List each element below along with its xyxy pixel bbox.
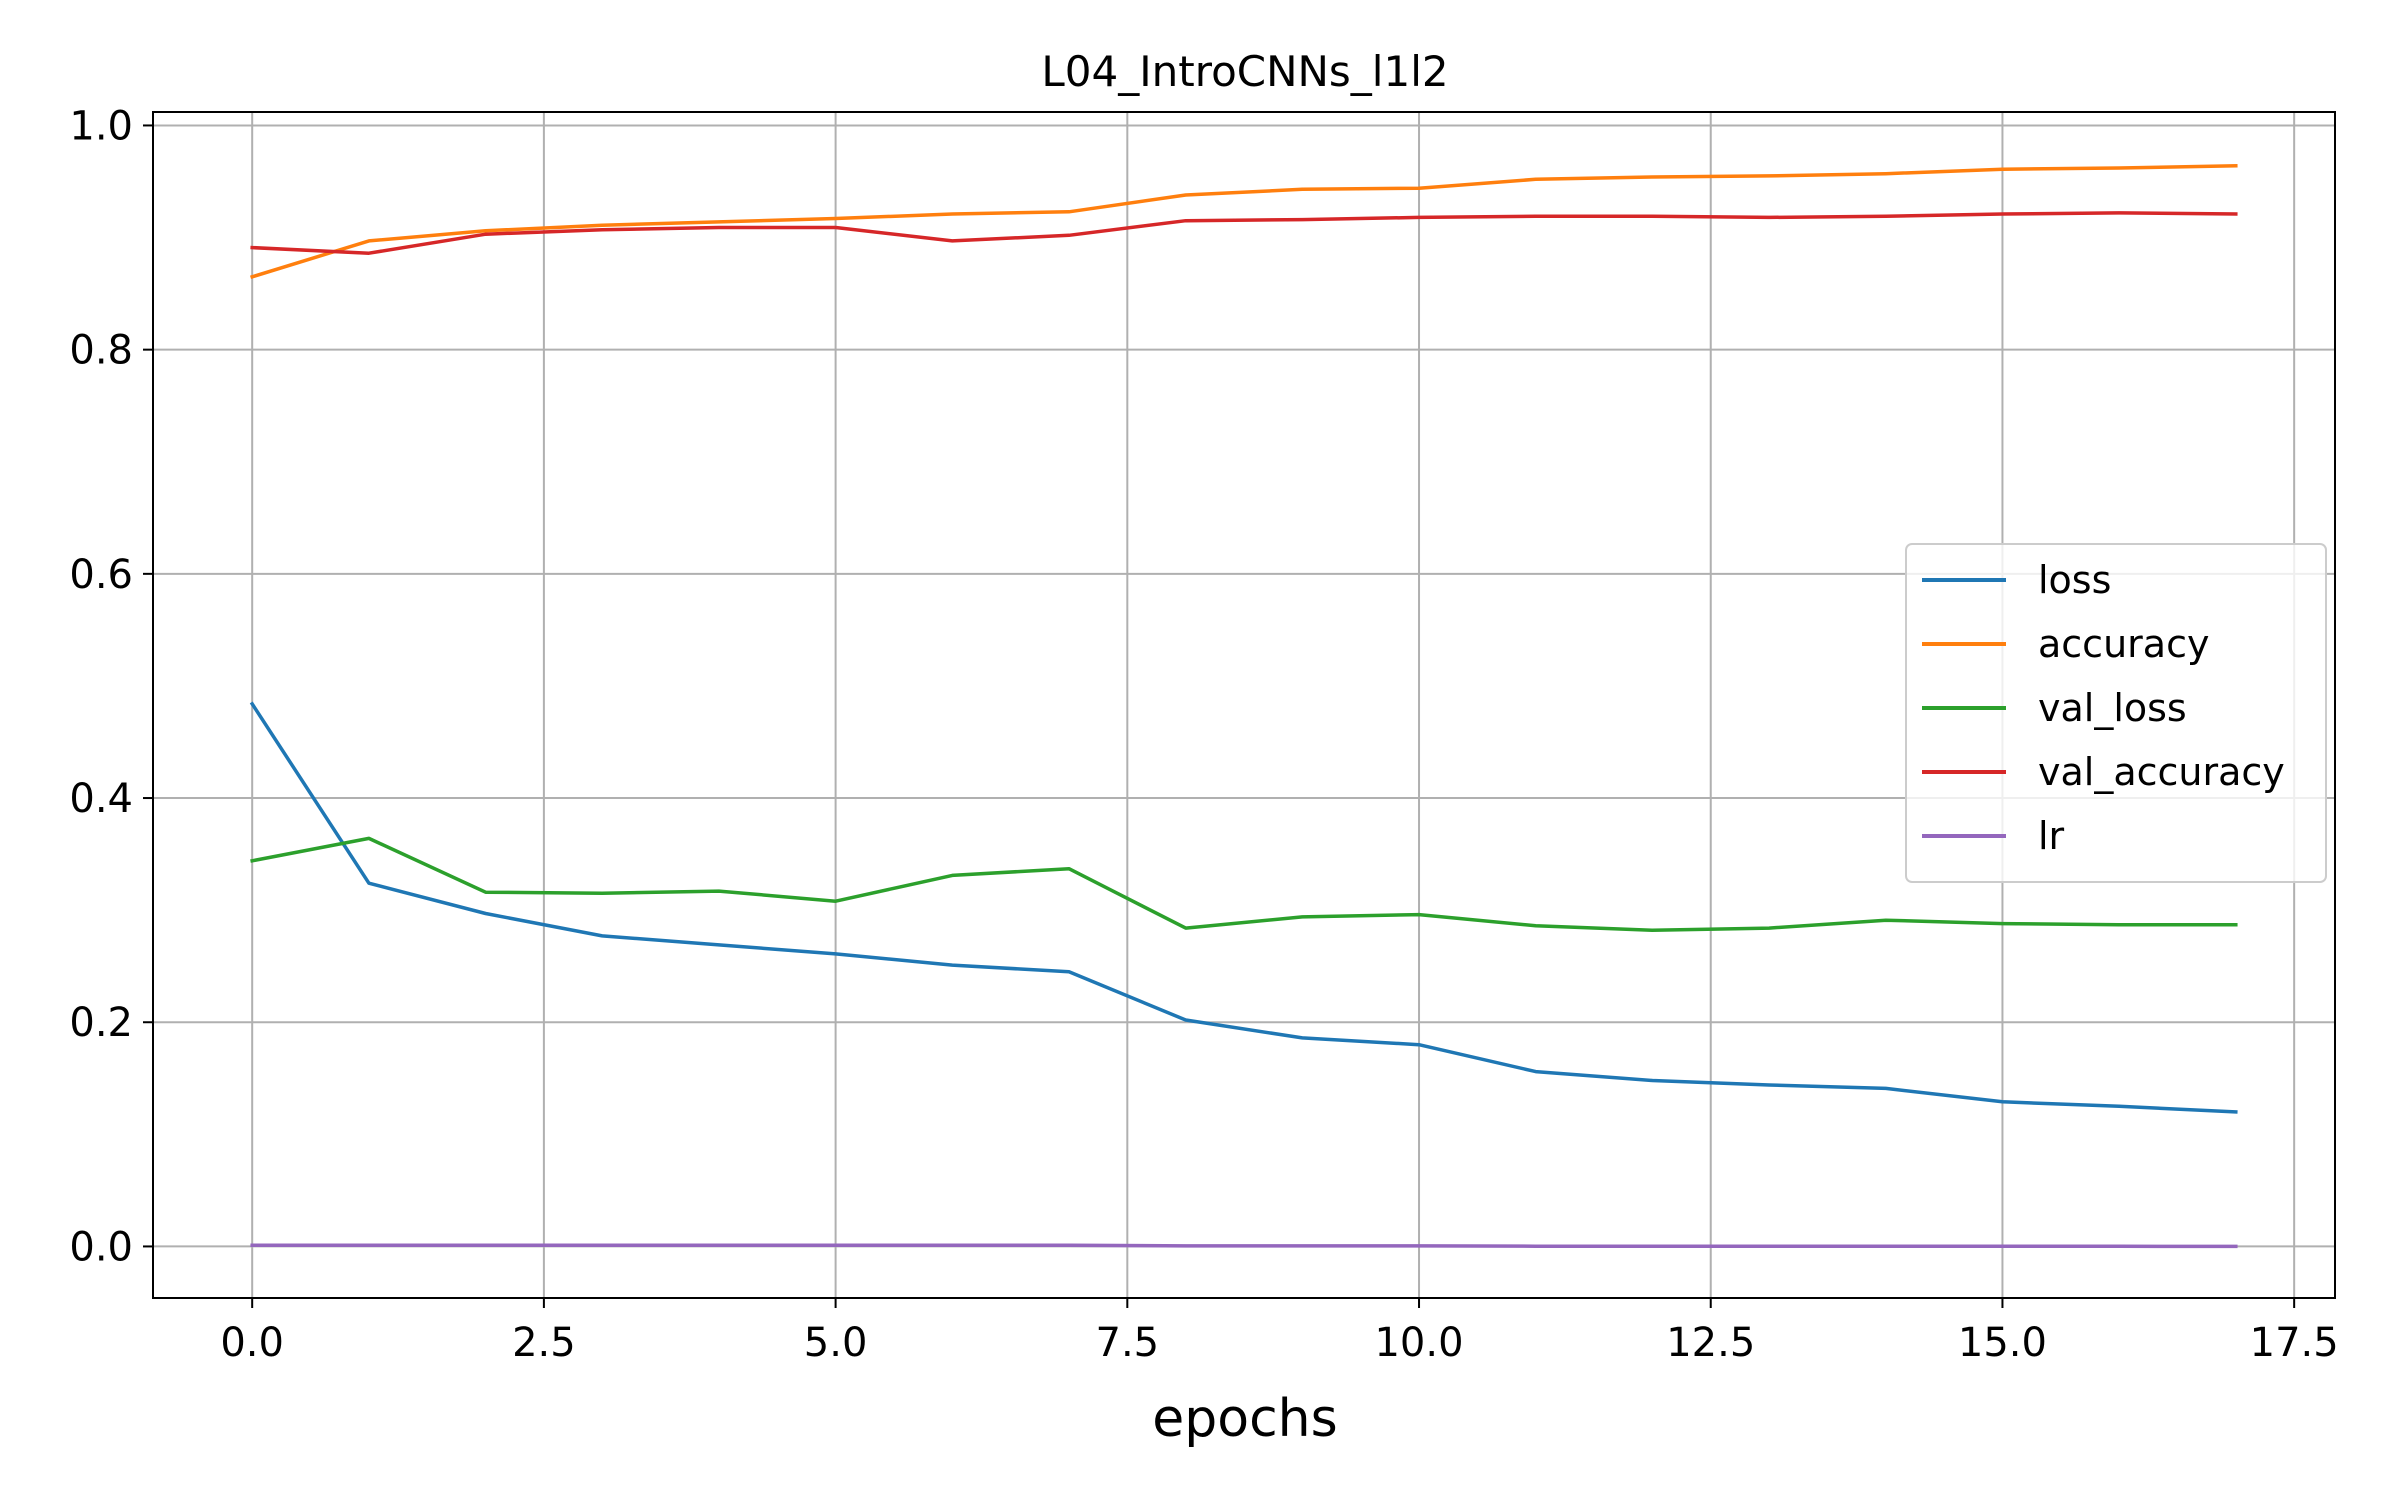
legend-label: loss <box>2038 558 2111 602</box>
y-tick-label: 0.8 <box>69 328 133 374</box>
legend-label: val_accuracy <box>2038 750 2285 794</box>
x-tick-label: 15.0 <box>1958 1320 2047 1366</box>
y-tick-label: 0.6 <box>69 552 133 598</box>
x-tick-label: 17.5 <box>2250 1320 2339 1366</box>
legend-label: val_loss <box>2038 686 2187 730</box>
x-axis-label: epochs <box>1152 1389 1337 1449</box>
legend-box <box>1905 543 2327 883</box>
series-line-lr <box>250 1243 2238 1249</box>
x-tick-label: 5.0 <box>804 1320 868 1366</box>
series-line-accuracy <box>250 164 2238 279</box>
plot-frame <box>152 111 2336 1299</box>
series-line-val-loss <box>250 836 2238 933</box>
x-tick-label: 7.5 <box>1096 1320 1160 1366</box>
legend-label: lr <box>2038 814 2065 858</box>
series-line-val-accuracy <box>250 211 2238 255</box>
x-tick-label: 0.0 <box>220 1320 284 1366</box>
y-tick-label: 0.0 <box>69 1224 133 1270</box>
y-tick-label: 0.2 <box>69 1000 133 1046</box>
legend-label: accuracy <box>2038 622 2209 666</box>
y-tick-label: 1.0 <box>69 103 133 149</box>
x-tick-label: 2.5 <box>512 1320 576 1366</box>
y-tick-label: 0.4 <box>69 776 133 822</box>
x-tick-label: 12.5 <box>1666 1320 1755 1366</box>
x-tick-label: 10.0 <box>1374 1320 1463 1366</box>
series-line-loss <box>249 701 2238 1114</box>
tick-layer: 0.0 2.5 5.0 7.5 10.0 12.5 15.0 17.5 0.0 0.2 0.4 0.6… <box>69 103 2338 1366</box>
series-layer <box>249 164 2238 1249</box>
chart-title: L04_IntroCNNs_l1l2 <box>1041 47 1448 96</box>
